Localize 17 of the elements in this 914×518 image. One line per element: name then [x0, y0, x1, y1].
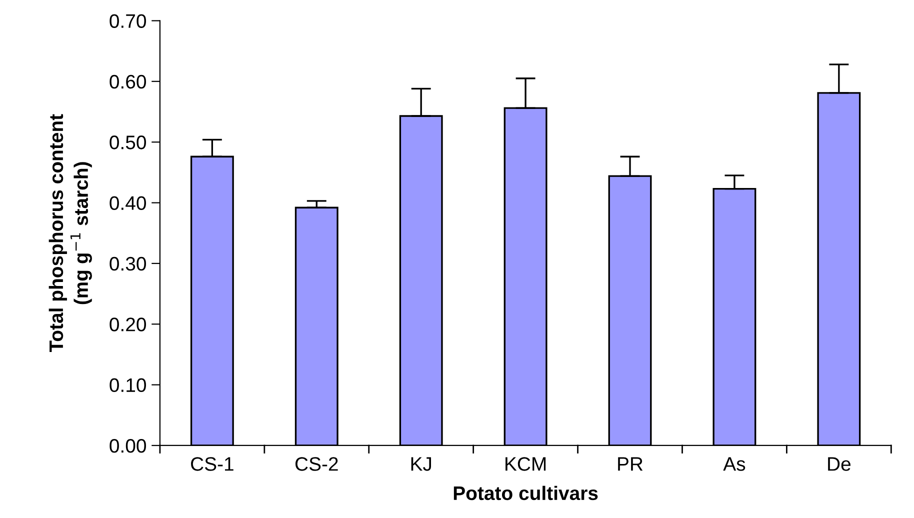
y-tick-label: 0.40 — [110, 196, 146, 210]
y-tick-label: 0.60 — [110, 74, 146, 89]
y-tick-label: 0.30 — [110, 256, 146, 271]
x-tick-label: PR — [618, 457, 643, 471]
x-axis-title: Potato cultivars — [454, 486, 598, 500]
y-tick-label: 0.20 — [110, 318, 146, 332]
y-tick-label: 0.00 — [110, 438, 146, 453]
y-tick-label: 0.50 — [110, 136, 146, 150]
x-tick-label: CS-1 — [191, 457, 234, 471]
y-tick-label: 0.70 — [110, 14, 146, 28]
x-tick-label: As — [723, 457, 746, 471]
y-tick-label: 0.10 — [110, 378, 146, 392]
x-tick-label: De — [828, 457, 850, 471]
x-tick-label: KJ — [411, 457, 431, 471]
x-tick-label: CS-2 — [295, 457, 338, 471]
y-axis-title: Total phosphorus content (mg g$^{−1}$ starch) — [48, 114, 92, 352]
x-tick-label: KCM — [506, 457, 546, 471]
